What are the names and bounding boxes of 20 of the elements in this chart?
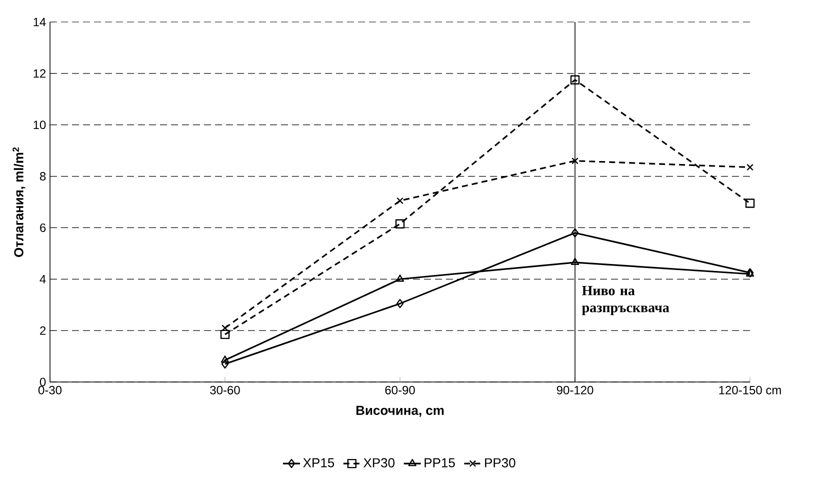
x-tick-label: 120-150 cm (719, 386, 781, 394)
y-tick-label: 14 (34, 18, 46, 26)
x-tick-label: 60-90 (385, 386, 415, 394)
x-tick-label: 30-60 (210, 386, 240, 394)
legend-label: PP15 (424, 458, 455, 468)
y-tick-label: 10 (34, 120, 46, 130)
y-tick-label: 6 (40, 223, 46, 232)
y-tick-label: 12 (34, 69, 46, 78)
y-tick-label: 8 (40, 172, 46, 181)
y-axis-title: Отлагания, ml/m$^{2}$ (12, 147, 26, 257)
x-tick-label: 0-30 (38, 386, 62, 394)
ref-line-label: Ниво на разпръсквача (582, 286, 670, 316)
legend-label: XP30 (364, 458, 394, 468)
legend-label: XP15 (303, 458, 334, 468)
x-tick-label: 90-120 (556, 386, 594, 394)
y-tick-label: 4 (40, 275, 46, 284)
y-tick-label: 2 (40, 326, 46, 335)
y-tick-label: 0 (40, 378, 46, 386)
legend-label: PP30 (485, 458, 516, 468)
x-axis-title: Височина, cm (356, 406, 444, 417)
